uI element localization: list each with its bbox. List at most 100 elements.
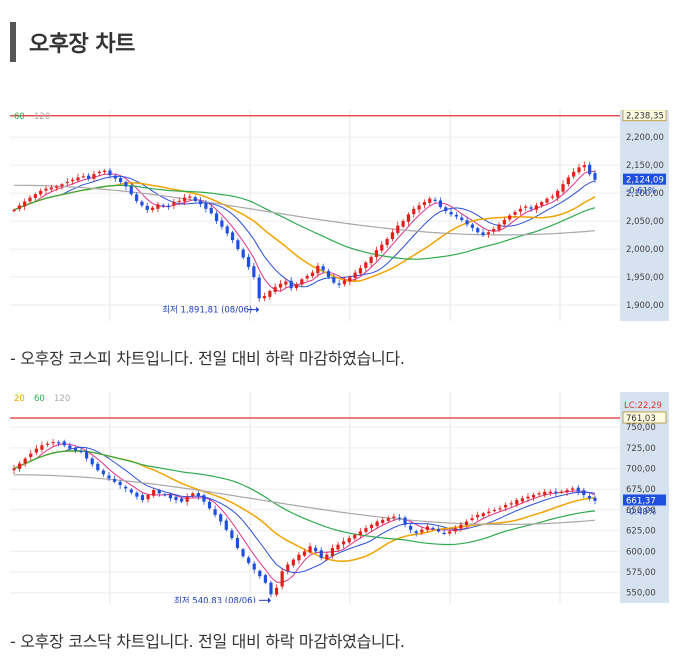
candle	[269, 580, 273, 598]
candle	[554, 488, 558, 497]
candle-body	[460, 217, 464, 220]
candle-body	[246, 257, 251, 267]
candle	[543, 489, 547, 498]
candle-body	[134, 194, 139, 201]
candle-body	[118, 481, 122, 486]
candle-body	[90, 458, 94, 465]
candle	[337, 280, 341, 288]
candle-body	[369, 256, 373, 264]
candle	[45, 441, 50, 447]
candle-body	[236, 240, 240, 250]
candle-body	[325, 554, 329, 560]
candle	[508, 213, 512, 222]
current-price-box	[623, 494, 666, 506]
candle-body	[470, 518, 474, 521]
candle	[146, 493, 150, 503]
candle	[409, 523, 413, 534]
low-annotation-arrowhead	[267, 597, 271, 603]
candle-body	[412, 208, 416, 215]
candle-body	[342, 541, 346, 545]
candle	[390, 228, 395, 242]
candle-body	[454, 214, 459, 217]
candle	[347, 535, 351, 545]
limit-price-box	[622, 110, 667, 122]
candle-body	[453, 528, 457, 532]
y-tick-label: 625,00	[626, 527, 656, 537]
candle-body	[278, 283, 283, 288]
candle	[375, 519, 379, 530]
legend-entry: 120	[34, 112, 50, 122]
candle	[438, 197, 443, 209]
candle	[12, 464, 16, 474]
candle	[476, 511, 480, 521]
y-tick-label: 2,200,00	[626, 133, 664, 143]
candle-body	[44, 188, 48, 191]
candle	[582, 161, 586, 172]
candle	[571, 486, 575, 493]
candle-body	[380, 244, 384, 251]
candle	[321, 263, 325, 274]
candle-body	[537, 493, 541, 495]
candle-body	[268, 291, 272, 297]
candle-body	[374, 250, 379, 258]
candle	[300, 277, 304, 287]
candle	[364, 525, 368, 534]
candle	[374, 246, 379, 261]
candle-body	[269, 582, 273, 595]
candle-body	[49, 187, 53, 190]
candle	[582, 488, 586, 498]
candle-body	[202, 495, 206, 502]
candle-body	[587, 495, 592, 499]
candle-body	[177, 200, 181, 203]
candle-body	[28, 197, 32, 202]
candle	[236, 238, 240, 252]
candle-body	[487, 511, 491, 514]
candle-body	[284, 281, 288, 285]
candle-body	[545, 198, 549, 203]
candle-body	[258, 570, 262, 577]
candle-body	[337, 283, 341, 285]
candle	[565, 487, 569, 497]
page-title: 오후장 차트	[29, 32, 135, 57]
candle-body	[476, 228, 480, 233]
y-tick-label: 1,950,00	[626, 273, 664, 283]
candle	[492, 226, 496, 235]
candle	[113, 173, 117, 182]
candle-body	[81, 176, 85, 178]
candle	[220, 216, 224, 230]
candle-body	[252, 266, 256, 278]
candle-body	[444, 207, 448, 212]
candle	[188, 193, 192, 201]
current-price-box	[623, 173, 666, 185]
candle-body	[310, 272, 315, 276]
candle	[342, 276, 347, 287]
candle	[68, 442, 72, 451]
candle-body	[364, 528, 368, 532]
candle	[134, 192, 139, 204]
candle	[436, 526, 441, 533]
candle-body	[321, 266, 325, 271]
candle	[65, 178, 69, 186]
candle	[548, 489, 552, 497]
candle-body	[369, 524, 374, 529]
candle	[168, 492, 173, 502]
candle-body	[65, 181, 69, 184]
candle-body	[157, 490, 161, 494]
candle-body	[23, 201, 27, 207]
candle-body	[540, 202, 544, 206]
candle	[420, 526, 424, 535]
candle	[207, 499, 212, 511]
candle	[92, 170, 96, 182]
y-tick-label: 700,00	[626, 465, 656, 475]
candle-body	[96, 463, 100, 471]
candle-body	[257, 277, 261, 299]
candle	[23, 456, 27, 467]
candle-body	[85, 451, 89, 459]
candle-body	[62, 441, 66, 446]
candle-body	[191, 493, 195, 496]
candle	[101, 468, 105, 477]
candle-body	[358, 531, 362, 536]
candle	[40, 441, 44, 453]
y-tick-label: 675,00	[626, 485, 656, 495]
candle	[55, 184, 59, 191]
